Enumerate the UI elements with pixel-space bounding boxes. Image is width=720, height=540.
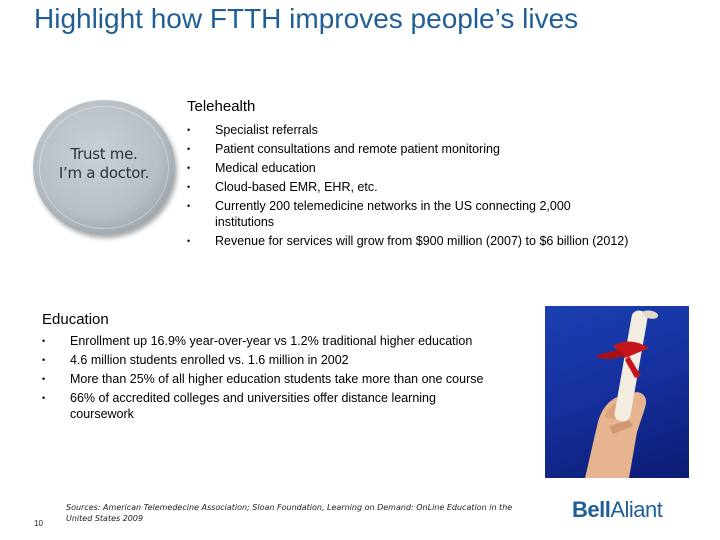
page-number: 10 xyxy=(34,519,43,528)
list-item: Cloud-based EMR, EHR, etc. xyxy=(187,179,657,195)
list-item: 4.6 million students enrolled vs. 1.6 mi… xyxy=(42,352,532,368)
education-heading: Education xyxy=(42,311,109,328)
page-title: Highlight how FTTH improves people’s liv… xyxy=(34,3,579,34)
list-item: Patient consultations and remote patient… xyxy=(187,141,657,157)
badge-line-1: Trust me. xyxy=(70,145,138,163)
red-ribbon-icon xyxy=(595,341,649,378)
education-list: Enrollment up 16.9% year-over-year vs 1.… xyxy=(42,333,532,422)
logo-part-aliant: Aliant xyxy=(610,497,663,522)
sources-note: Sources: American Telemedecine Associati… xyxy=(66,503,513,523)
list-item: Revenue for services will grow from $900… xyxy=(187,233,645,249)
telehealth-list: Specialist referrals Patient consultatio… xyxy=(187,122,657,249)
list-item: Currently 200 telemedicine networks in t… xyxy=(187,198,620,230)
trust-me-button-pin-image: Trust me. I’m a doctor. xyxy=(33,100,175,235)
raised-hand-icon xyxy=(585,392,646,478)
list-item: Medical education xyxy=(187,160,657,176)
graduation-diploma-photo xyxy=(545,306,689,478)
badge-line-2: I’m a doctor. xyxy=(58,164,150,182)
logo-part-bell: Bell xyxy=(572,497,611,522)
list-item: More than 25% of all higher education st… xyxy=(42,371,500,387)
telehealth-heading: Telehealth xyxy=(187,98,256,115)
list-item: Specialist referrals xyxy=(187,122,657,138)
list-item: 66% of accredited colleges and universit… xyxy=(42,390,500,422)
list-item: Enrollment up 16.9% year-over-year vs 1.… xyxy=(42,333,532,349)
bell-aliant-logo: BellAliant xyxy=(572,497,663,523)
